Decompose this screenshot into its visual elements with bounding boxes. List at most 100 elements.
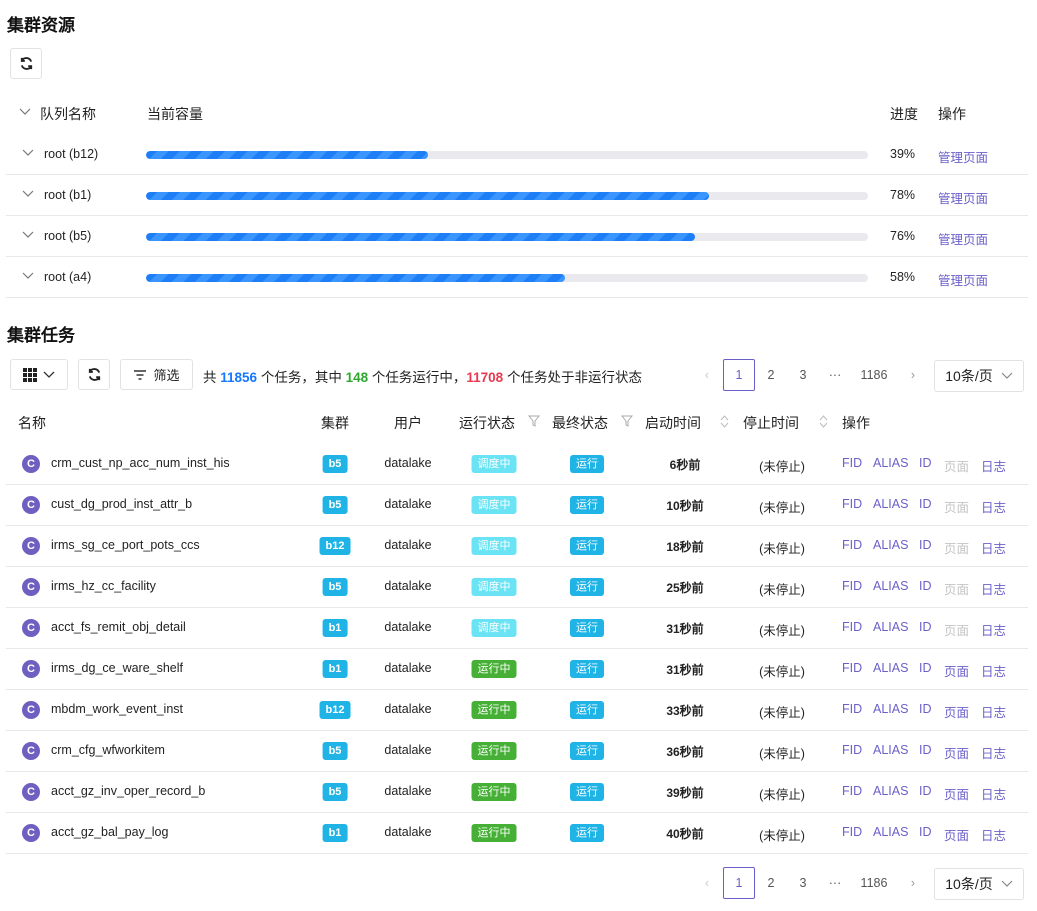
action-id[interactable]: ID [919,579,932,593]
action-fid[interactable]: FID [842,702,863,716]
header-name: 名称 [18,415,46,431]
action-alias[interactable]: ALIAS [873,497,909,511]
action-id[interactable]: ID [919,784,932,798]
action-id[interactable]: ID [919,743,932,757]
action-alias[interactable]: ALIAS [873,538,909,552]
page-size-select[interactable]: 10条/页 [934,360,1024,392]
action-id[interactable]: ID [919,825,932,839]
action-id[interactable]: ID [919,538,932,552]
header-action: 操作 [842,415,870,431]
header-action: 操作 [938,106,966,122]
run-state-badge: 调度中 [471,455,517,473]
action-log[interactable]: 日志 [981,747,1007,761]
task-name[interactable]: irms_dg_ce_ware_shelf [51,661,184,675]
page-item[interactable]: 1 [723,867,755,899]
action-id[interactable]: ID [919,456,932,470]
action-fid[interactable]: FID [842,538,863,552]
action-alias[interactable]: ALIAS [873,825,909,839]
action-page[interactable]: 页面 [944,747,970,761]
action-log[interactable]: 日志 [981,829,1007,843]
action-alias[interactable]: ALIAS [873,784,909,798]
chevron-down-icon[interactable] [19,107,31,117]
task-name[interactable]: crm_cfg_wfworkitem [51,743,165,757]
capacity-fill [146,192,710,200]
user: datalake [384,538,432,552]
task-name[interactable]: mbdm_work_event_inst [51,702,184,716]
action-page[interactable]: 页面 [944,788,970,802]
action-fid[interactable]: FID [842,497,863,511]
prev-page-button[interactable]: ‹ [704,876,710,890]
filter-icon[interactable] [527,415,541,427]
expand-toggle[interactable] [22,146,34,161]
action-fid[interactable]: FID [842,661,863,675]
action-alias[interactable]: ALIAS [873,456,909,470]
expand-toggle[interactable] [22,228,34,243]
action-alias[interactable]: ALIAS [873,661,909,675]
filter-icon[interactable] [620,415,634,427]
chevron-down-icon[interactable] [22,148,34,158]
sort-icon[interactable] [819,415,828,428]
action-log[interactable]: 日志 [981,788,1007,802]
action-log[interactable]: 日志 [981,624,1007,638]
action-alias[interactable]: ALIAS [873,743,909,757]
prev-page-button[interactable]: ‹ [704,368,710,382]
action-page[interactable]: 页面 [944,829,970,843]
refresh-resources-button[interactable] [10,48,42,79]
action-log[interactable]: 日志 [981,665,1007,679]
page-item[interactable]: 2 [767,368,775,382]
task-name[interactable]: acct_gz_bal_pay_log [51,825,169,839]
manage-page-link[interactable]: 管理页面 [938,233,989,247]
action-log[interactable]: 日志 [981,460,1007,474]
page-item[interactable]: 2 [767,876,775,890]
page-item[interactable]: 3 [799,368,807,382]
chevron-down-icon[interactable] [22,230,34,240]
action-fid[interactable]: FID [842,825,863,839]
action-id[interactable]: ID [919,497,932,511]
action-id[interactable]: ID [919,702,932,716]
manage-page-link[interactable]: 管理页面 [938,151,989,165]
capacity-bar [146,151,868,159]
page-item[interactable]: 3 [799,876,807,890]
next-page-button[interactable]: › [910,368,916,382]
action-alias[interactable]: ALIAS [873,702,909,716]
action-id[interactable]: ID [919,620,932,634]
action-log[interactable]: 日志 [981,501,1007,515]
task-name[interactable]: irms_sg_ce_port_pots_ccs [51,538,200,552]
action-log[interactable]: 日志 [981,583,1007,597]
task-name[interactable]: crm_cust_np_acc_num_inst_his [51,456,230,470]
action-fid[interactable]: FID [842,579,863,593]
task-name[interactable]: acct_gz_inv_oper_record_b [51,784,206,798]
filter-button[interactable]: 筛选 [120,359,193,390]
action-alias[interactable]: ALIAS [873,579,909,593]
action-log[interactable]: 日志 [981,706,1007,720]
action-fid[interactable]: FID [842,743,863,757]
task-name[interactable]: cust_dg_prod_inst_attr_b [51,497,193,511]
view-switch-button[interactable] [10,359,68,390]
action-page[interactable]: 页面 [944,665,970,679]
expand-toggle[interactable] [22,269,34,284]
task-name[interactable]: irms_hz_cc_facility [51,579,156,593]
action-fid[interactable]: FID [842,784,863,798]
task-name[interactable]: acct_fs_remit_obj_detail [51,620,186,634]
chevron-down-icon [1001,880,1013,887]
page-item[interactable]: ··· [828,876,842,890]
manage-page-link[interactable]: 管理页面 [938,274,989,288]
manage-page-link[interactable]: 管理页面 [938,192,989,206]
page-size-select[interactable]: 10条/页 [934,868,1024,900]
sort-icon[interactable] [720,415,729,428]
next-page-button[interactable]: › [910,876,916,890]
page-item[interactable]: 1186 [860,876,888,890]
action-fid[interactable]: FID [842,456,863,470]
chevron-down-icon[interactable] [22,189,34,199]
chevron-down-icon[interactable] [22,271,34,281]
action-log[interactable]: 日志 [981,542,1007,556]
action-page[interactable]: 页面 [944,706,970,720]
page-item[interactable]: 1186 [860,368,888,382]
action-id[interactable]: ID [919,661,932,675]
page-item[interactable]: 1 [723,359,755,391]
page-item[interactable]: ··· [828,368,842,382]
refresh-tasks-button[interactable] [78,359,110,390]
expand-toggle[interactable] [22,187,34,202]
action-alias[interactable]: ALIAS [873,620,909,634]
action-fid[interactable]: FID [842,620,863,634]
